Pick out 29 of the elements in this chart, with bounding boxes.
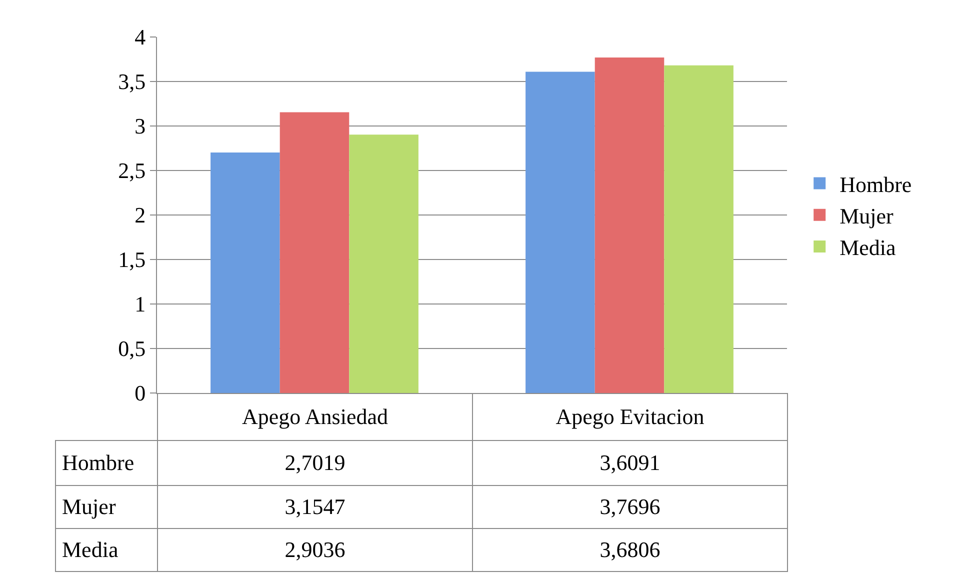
y-tick-label: 0,5 (118, 336, 146, 362)
y-tick-label: 1 (134, 292, 146, 317)
y-tick-label: 2,5 (118, 158, 146, 184)
data-label: 3,7696 (472, 485, 788, 529)
bar (664, 65, 734, 393)
y-tick-label: 1,5 (118, 247, 146, 272)
bar (526, 72, 595, 393)
legend-label: Hombre (840, 172, 912, 197)
bar (349, 134, 418, 393)
y-tick-label: 3,5 (118, 69, 146, 94)
legend-label: Media (840, 235, 896, 260)
text: Mujer (62, 494, 116, 519)
y-tick-label: 3 (134, 114, 146, 139)
x-tick-label: Apego Ansiedad (157, 393, 473, 441)
data-label: 2,7019 (157, 440, 473, 486)
data-label: 3,6091 (472, 440, 788, 486)
bar (594, 58, 664, 393)
y-tick-label: 2 (134, 202, 146, 228)
text: Hombre (62, 450, 134, 475)
y-tick-label: 0 (134, 380, 146, 406)
y-tick-label: 4 (134, 24, 146, 50)
text: Media (62, 537, 118, 562)
bar (210, 152, 280, 393)
legend-label: Mujer (840, 203, 894, 228)
data-label: 3,1547 (157, 485, 473, 529)
data-label: 2,9036 (157, 528, 473, 572)
x-tick-label: Apego Evitacion (472, 393, 788, 441)
bar (280, 112, 350, 393)
data-label: 3,6806 (472, 528, 788, 572)
